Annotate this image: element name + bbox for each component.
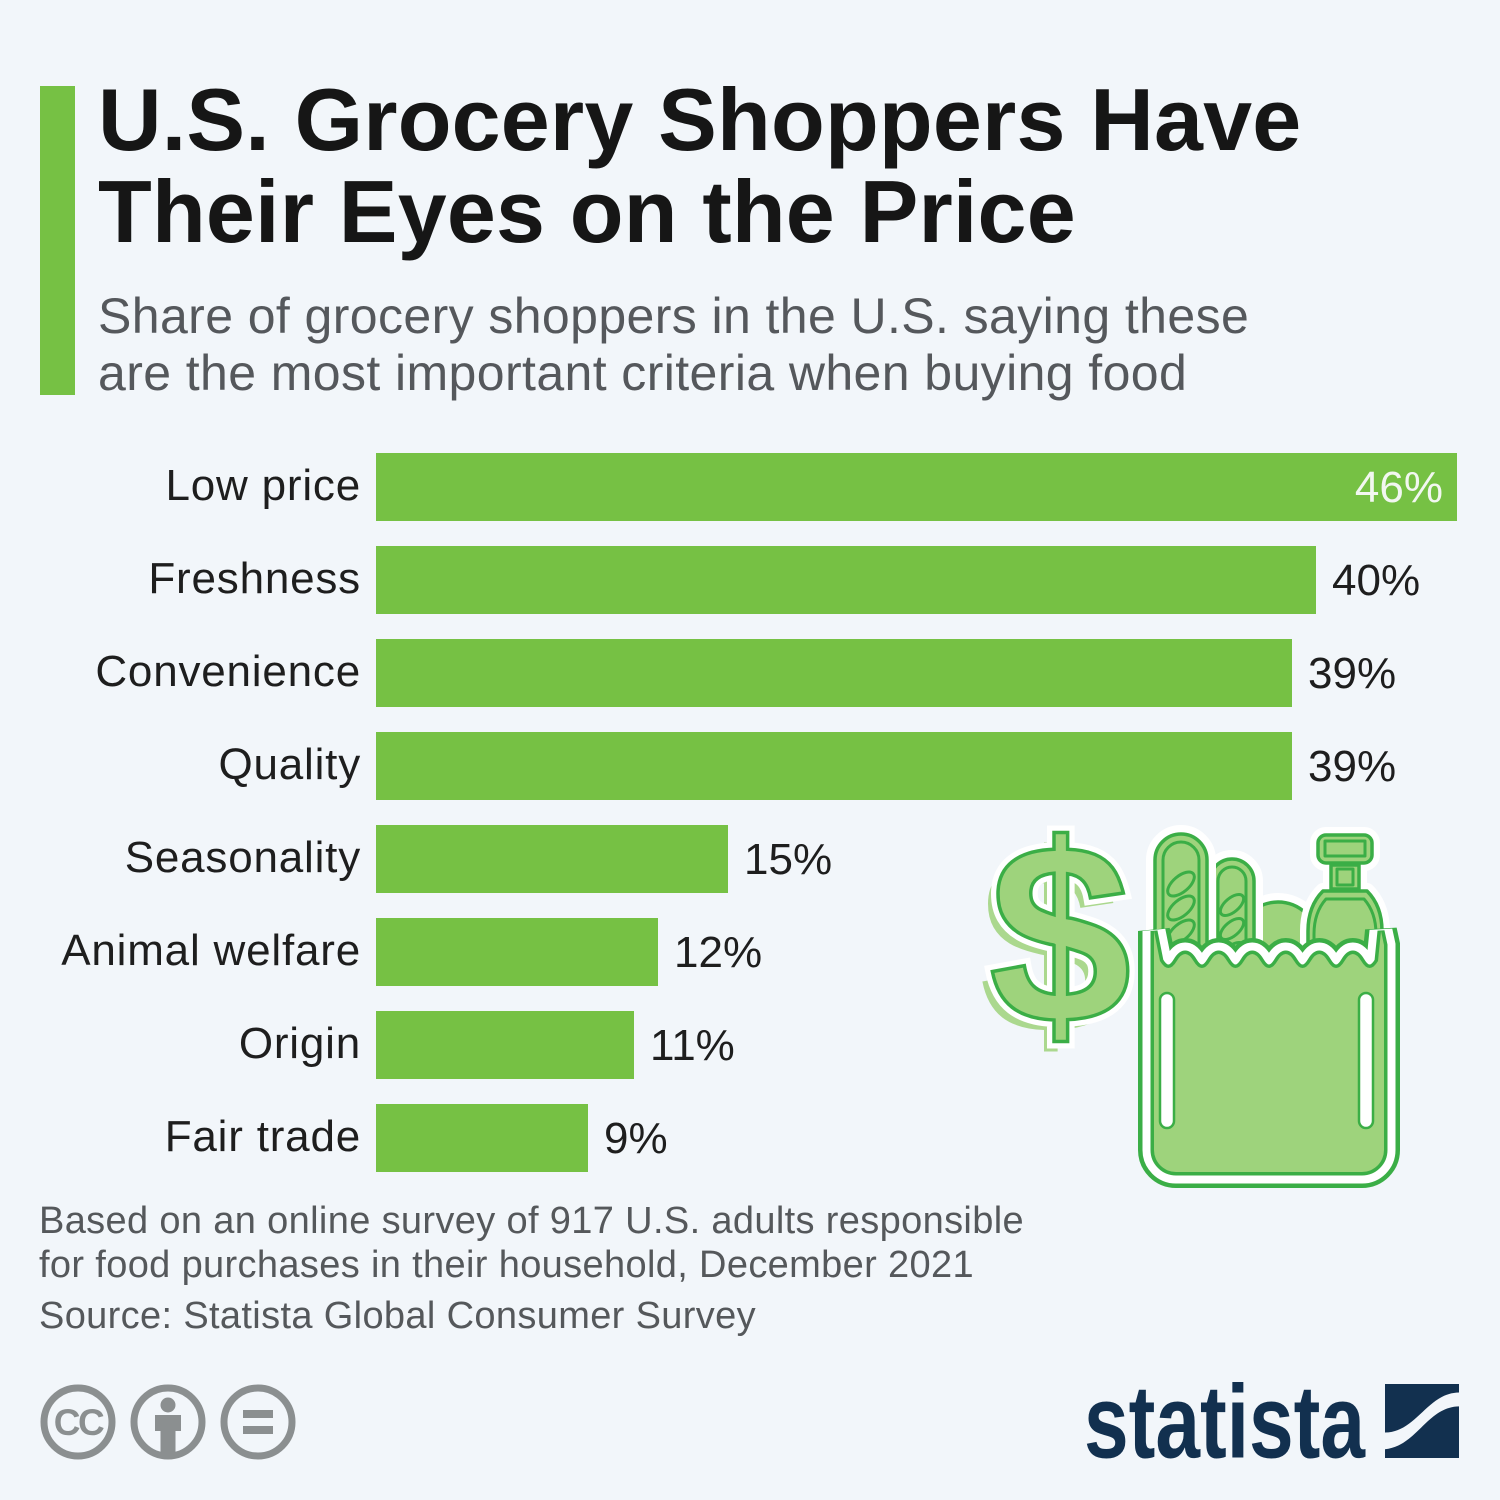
svg-text:$: $ [989, 792, 1131, 1078]
svg-text:$: $ [979, 802, 1121, 1088]
svg-text:$: $ [989, 792, 1131, 1078]
svg-text:statista: statista [1084, 1365, 1366, 1466]
svg-text:CC: CC [54, 1402, 104, 1443]
